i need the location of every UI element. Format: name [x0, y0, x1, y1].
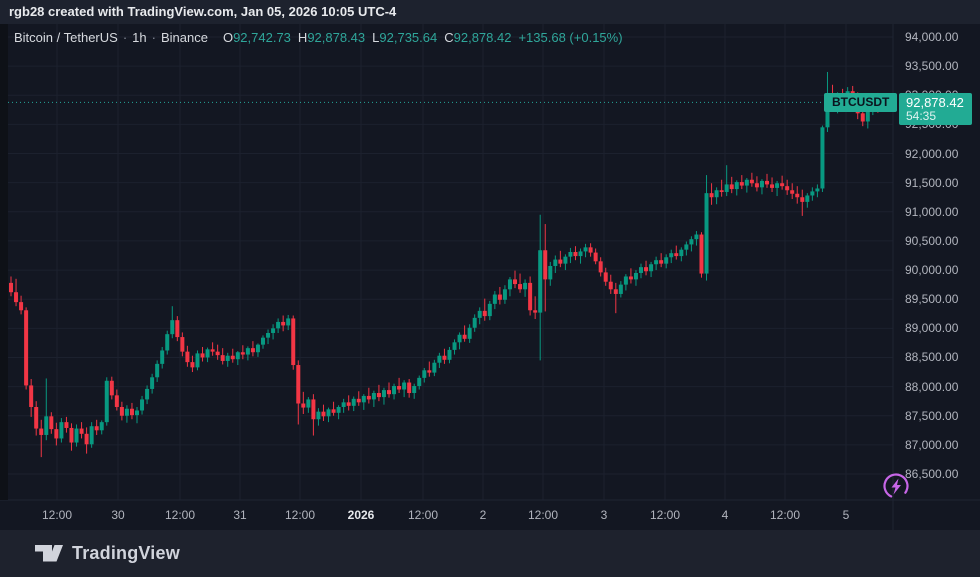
symbol-legend: Bitcoin / TetherUS · 1h · Binance O92,742.73 H…	[14, 30, 623, 45]
symbol-price-flag[interactable]: BTCUSDT	[824, 92, 898, 112]
high-value: 92,878.43	[307, 30, 366, 45]
change-value: +135.68 (+0.15%)	[518, 30, 623, 45]
last-price-badge[interactable]: 92,878.42 54:35	[899, 93, 972, 126]
bar-countdown: 54:35	[906, 109, 937, 124]
interval-label[interactable]: 1h	[132, 30, 147, 45]
attribution-bar: rgb28 created with TradingView.com, Jan …	[0, 0, 980, 24]
high-label: H	[297, 30, 308, 45]
symbol-flag-text: BTCUSDT	[832, 94, 890, 109]
separator-dot: ·	[122, 30, 128, 45]
separator-dot: ·	[151, 30, 156, 45]
symbol-name[interactable]: Bitcoin / TetherUS	[14, 30, 118, 45]
realtime-lightning-icon[interactable]	[880, 466, 914, 504]
open-label: O	[222, 30, 234, 45]
open-value: 92,742.73	[233, 30, 291, 45]
tradingview-logo-icon[interactable]	[35, 545, 63, 562]
footer-bar: TradingView	[0, 530, 980, 577]
ohlc-values: O92,742.73 H92,878.43 L92,735.64 C92,878.42…	[216, 30, 623, 45]
close-label: C	[444, 30, 454, 45]
low-label: L	[372, 30, 380, 45]
last-price-value: 92,878.42	[906, 95, 964, 111]
tradingview-wordmark[interactable]: TradingView	[72, 543, 180, 563]
candlestick-series	[9, 71, 885, 458]
close-value: 92,878.42	[453, 30, 512, 45]
exchange-label[interactable]: Binance	[160, 30, 208, 45]
attribution-text: rgb28 created with TradingView.com, Jan …	[9, 4, 397, 19]
chart-left-margin	[0, 24, 8, 500]
low-value: 92,735.64	[379, 30, 438, 45]
